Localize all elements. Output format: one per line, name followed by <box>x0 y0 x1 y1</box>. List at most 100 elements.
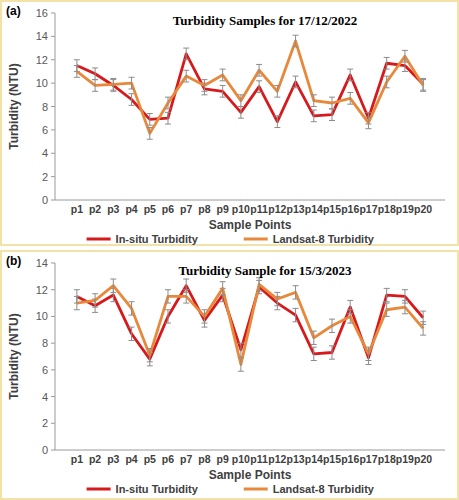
error-cap <box>256 80 262 81</box>
x-tick-label: p11 <box>250 453 268 465</box>
error-stem <box>332 319 333 332</box>
error-bar <box>384 303 390 316</box>
error-cap <box>110 279 116 280</box>
y-tick-label: 4 <box>42 391 48 403</box>
error-cap <box>365 347 371 348</box>
error-stem <box>313 347 314 360</box>
error-stem <box>131 327 132 340</box>
error-bar <box>110 279 116 292</box>
error-bar <box>201 310 207 323</box>
error-bar <box>293 76 299 88</box>
error-stem <box>386 57 387 69</box>
error-stem <box>386 76 387 88</box>
error-bar <box>402 50 408 62</box>
error-bar <box>201 80 207 92</box>
error-bar <box>293 286 299 299</box>
error-cap <box>402 300 408 301</box>
error-cap <box>220 281 226 282</box>
error-bar <box>238 107 244 119</box>
error-stem <box>277 292 278 305</box>
error-cap <box>347 80 353 81</box>
y-tick <box>51 36 55 37</box>
error-stem <box>295 35 296 47</box>
error-stem <box>167 112 168 124</box>
error-stem <box>386 303 387 316</box>
error-cap <box>92 307 98 308</box>
error-cap <box>420 79 426 80</box>
error-bar <box>311 110 317 122</box>
plot-area <box>74 35 426 139</box>
error-cap <box>293 299 299 300</box>
error-cap <box>402 50 408 51</box>
panel-label: (a) <box>6 4 21 18</box>
legend-swatch <box>87 238 111 241</box>
error-cap <box>238 106 244 107</box>
error-cap <box>147 365 153 366</box>
y-tick <box>51 423 55 424</box>
y-tick-label: 0 <box>42 194 48 206</box>
error-stem <box>368 347 369 360</box>
x-tick-label: p2 <box>89 203 101 215</box>
x-axis-title: Sample Points <box>209 218 292 232</box>
x-tick-label: p11 <box>250 203 268 215</box>
error-cap <box>384 316 390 317</box>
error-cap <box>384 288 390 289</box>
y-tick-label: 2 <box>42 171 48 183</box>
error-cap <box>92 67 98 68</box>
error-stem <box>423 80 424 92</box>
error-bar <box>329 109 335 121</box>
error-cap <box>402 289 408 290</box>
x-tick-label: p10 <box>232 203 250 215</box>
y-tick <box>51 106 55 107</box>
error-cap <box>147 361 153 362</box>
chart-title: Turbidity Sample for 15/3/2023 <box>179 263 352 278</box>
figure: (a)0246810121416p1p2p3p4p5p6p7p8p9p10p11… <box>0 0 459 500</box>
error-cap <box>220 295 226 296</box>
error-cap <box>274 292 280 293</box>
error-cap <box>293 76 299 77</box>
x-tick-label: p9 <box>217 453 229 465</box>
error-stem <box>131 77 132 89</box>
error-bar <box>238 95 244 107</box>
error-stem <box>186 290 187 303</box>
x-tick-label: p7 <box>180 453 192 465</box>
x-tick-label: p4 <box>125 203 137 215</box>
error-cap <box>293 308 299 309</box>
error-cap <box>311 106 317 107</box>
error-bar <box>110 78 116 90</box>
error-cap <box>256 291 262 292</box>
error-cap <box>256 92 262 93</box>
error-bar <box>274 292 280 305</box>
error-cap <box>402 71 408 72</box>
error-cap <box>365 112 371 113</box>
y-tick-label: 6 <box>42 364 48 376</box>
error-cap <box>201 94 207 95</box>
error-cap <box>384 301 390 302</box>
error-cap <box>311 121 317 122</box>
error-cap <box>311 347 317 348</box>
y-tick <box>51 176 55 177</box>
error-cap <box>201 309 207 310</box>
y-axis-title: Turbidity (NTU) <box>7 63 21 149</box>
error-cap <box>201 91 207 92</box>
x-tick-label: p20 <box>414 203 432 215</box>
error-cap <box>329 108 335 109</box>
error-bar <box>92 294 98 307</box>
error-cap <box>92 79 98 80</box>
error-stem <box>222 85 223 97</box>
error-cap <box>365 117 371 118</box>
error-bar <box>165 112 171 124</box>
error-bar <box>220 282 226 295</box>
x-tick-label: p3 <box>107 203 119 215</box>
error-cap <box>329 359 335 360</box>
error-stem <box>240 343 241 356</box>
error-cap <box>129 340 135 341</box>
y-axis <box>55 263 56 450</box>
panel-label: (b) <box>6 254 21 268</box>
error-cap <box>274 305 280 306</box>
error-stem <box>295 286 296 299</box>
error-stem <box>259 64 260 76</box>
x-tick-label: p17 <box>359 453 377 465</box>
error-cap <box>238 371 244 372</box>
error-cap <box>165 323 171 324</box>
